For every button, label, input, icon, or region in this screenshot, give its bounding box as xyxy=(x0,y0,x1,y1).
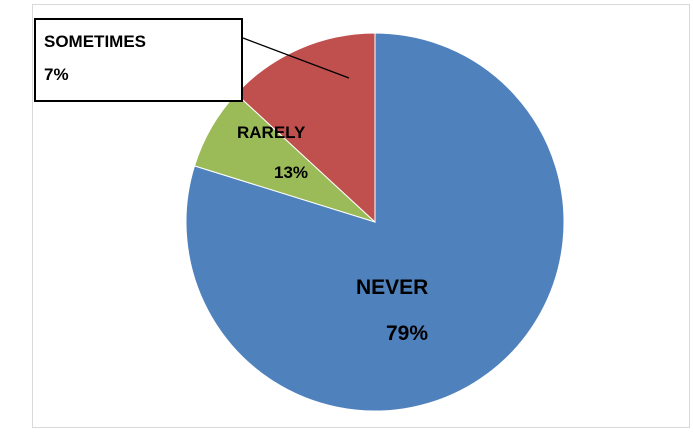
sometimes-callout-box xyxy=(34,18,243,102)
pie-slices xyxy=(185,32,565,412)
pie-slice-rarely xyxy=(235,32,376,224)
sometimes-category-label: SOMETIMES xyxy=(44,32,146,51)
sometimes-leader-line xyxy=(242,37,350,79)
rarely-category-label: RARELY xyxy=(237,123,306,142)
sometimes-value-label: 7% xyxy=(44,65,69,84)
never-category-label: NEVER xyxy=(356,276,428,299)
never-value-label: 79% xyxy=(386,322,428,345)
rarely-value-label: 13% xyxy=(274,163,308,182)
